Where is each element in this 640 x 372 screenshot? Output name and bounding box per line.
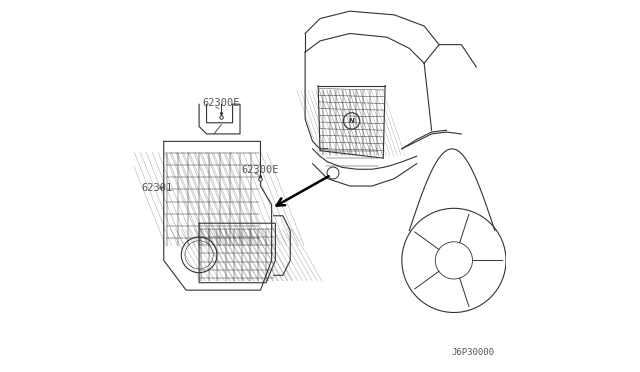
Text: J6P30000: J6P30000 [452,348,495,357]
Text: 62300E: 62300E [203,99,241,108]
Text: N: N [349,118,355,124]
Text: 62301: 62301 [141,183,173,193]
Text: 62300E: 62300E [241,165,278,174]
